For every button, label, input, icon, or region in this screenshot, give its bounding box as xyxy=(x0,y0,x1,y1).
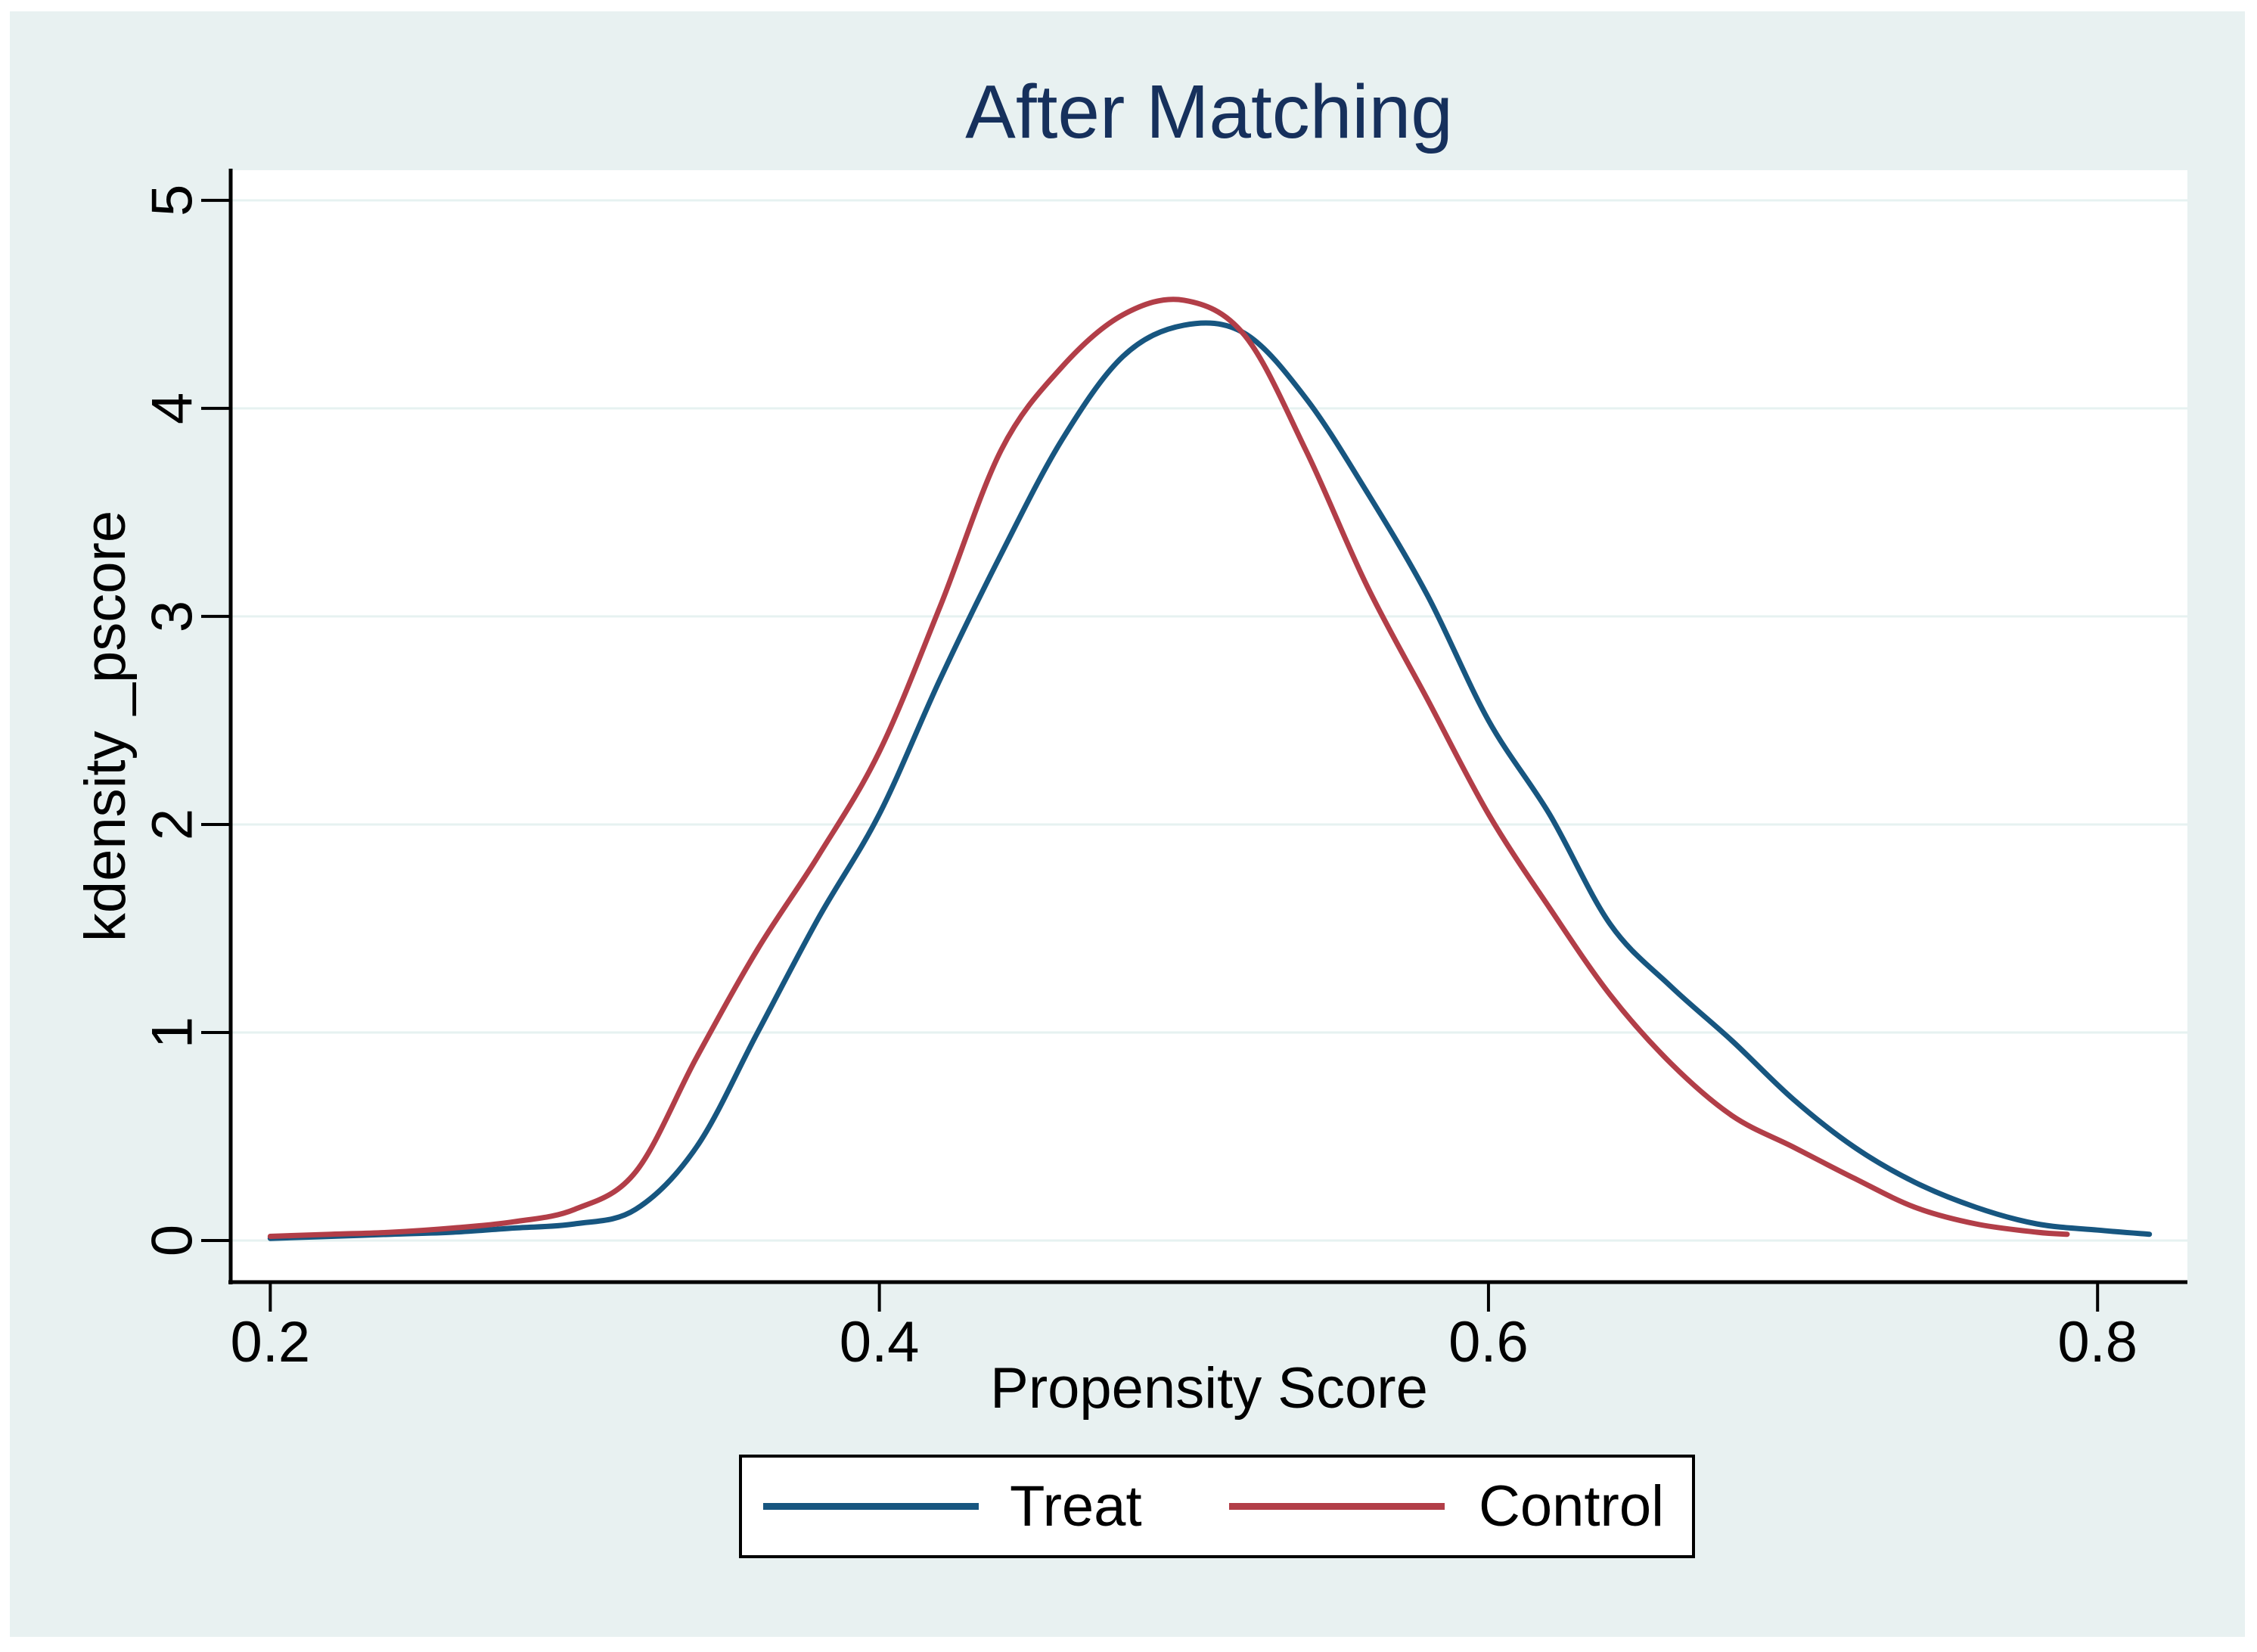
y-tick-label: 5 xyxy=(141,185,205,216)
treat-curve xyxy=(267,320,2153,1241)
x-tick-label: 0.8 xyxy=(2057,1310,2137,1374)
x-tick-label: 0.4 xyxy=(840,1310,920,1374)
x-axis-title: Propensity Score xyxy=(990,1356,1428,1421)
y-tick-label: 1 xyxy=(141,1017,205,1048)
y-tick-label: 0 xyxy=(141,1225,205,1256)
legend-box: Treat Control xyxy=(739,1455,1695,1558)
y-tick-label: 3 xyxy=(141,601,205,632)
y-axis-title: kdensity _pscore xyxy=(73,510,138,942)
legend-label-control: Control xyxy=(1479,1474,1664,1539)
plot-area xyxy=(231,170,2187,1282)
legend-label-treat: Treat xyxy=(1010,1474,1142,1539)
control-curve xyxy=(267,297,2070,1239)
treat-line-swatch xyxy=(763,1503,979,1510)
chart-title: After Matching xyxy=(965,70,1453,154)
control-line-swatch xyxy=(1229,1503,1445,1510)
y-tick-label: 2 xyxy=(141,809,205,840)
x-tick-label: 0.6 xyxy=(1448,1310,1529,1374)
y-tick-label: 4 xyxy=(141,393,205,424)
x-tick-label: 0.2 xyxy=(231,1310,311,1374)
